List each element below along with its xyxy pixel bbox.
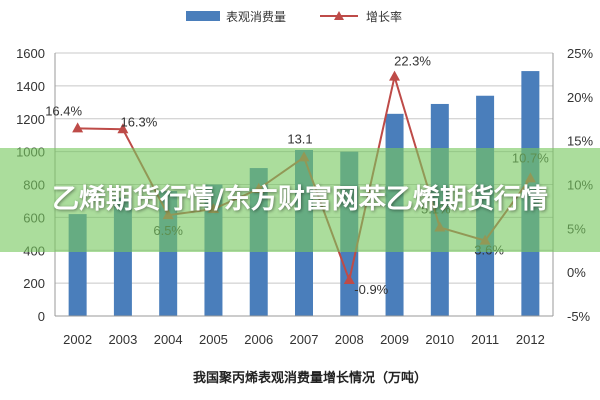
legend: 表观消费量 增长率 — [186, 9, 402, 24]
right-tick-label: 25% — [567, 46, 593, 61]
overlay-banner: 乙烯期货行情/东方财富网苯乙烯期货行情 — [0, 148, 600, 252]
overlay-title: 乙烯期货行情/东方财富网苯乙烯期货行情 — [52, 184, 548, 215]
data-label-2008: -0.9% — [354, 282, 388, 297]
x-tick-label: 2010 — [425, 332, 454, 347]
legend-line-label: 增长率 — [366, 9, 402, 24]
legend-bar-swatch — [186, 11, 220, 21]
legend-line-marker — [334, 11, 344, 20]
growth-rate-marker-2009 — [389, 70, 401, 81]
x-tick-label: 2009 — [380, 332, 409, 347]
x-tick-label: 2006 — [244, 332, 273, 347]
x-tick-label: 2008 — [335, 332, 364, 347]
x-axis-ticks: 2002 2003 2004 2005 2006 2007 2008 2009 2010 2011… — [63, 332, 545, 347]
left-tick-label: 1400 — [16, 79, 45, 94]
right-tick-label: 15% — [567, 134, 593, 149]
left-tick-label: 1200 — [16, 112, 45, 127]
x-tick-label: 2012 — [516, 332, 545, 347]
right-tick-label: 20% — [567, 90, 593, 105]
x-tick-label: 2011 — [471, 332, 499, 347]
x-tick-label: 2003 — [108, 332, 137, 347]
chart-caption: 我国聚丙烯表观消费量增长情况（万吨） — [193, 370, 427, 386]
right-tick-label: 0% — [567, 265, 586, 280]
x-tick-label: 2004 — [154, 332, 183, 347]
left-tick-label: 0 — [38, 309, 45, 324]
data-label-2009: 22.3% — [394, 54, 431, 69]
growth-rate-marker-2003 — [117, 123, 129, 134]
x-tick-label: 2005 — [199, 332, 228, 347]
data-label-2002: 16.4% — [45, 103, 82, 118]
growth-rate-marker-2002 — [72, 122, 84, 133]
growth-rate-marker-2008 — [343, 274, 355, 285]
left-tick-label: 200 — [23, 276, 45, 291]
right-tick-label: -5% — [567, 309, 591, 324]
data-label-2003: 16.3% — [120, 114, 157, 129]
data-label-2007: 13.1 — [287, 131, 312, 146]
x-tick-label: 2007 — [290, 332, 319, 347]
left-tick-label: 1600 — [16, 46, 45, 61]
legend-bar-label: 表观消费量 — [226, 10, 286, 24]
x-tick-label: 2002 — [63, 332, 92, 347]
